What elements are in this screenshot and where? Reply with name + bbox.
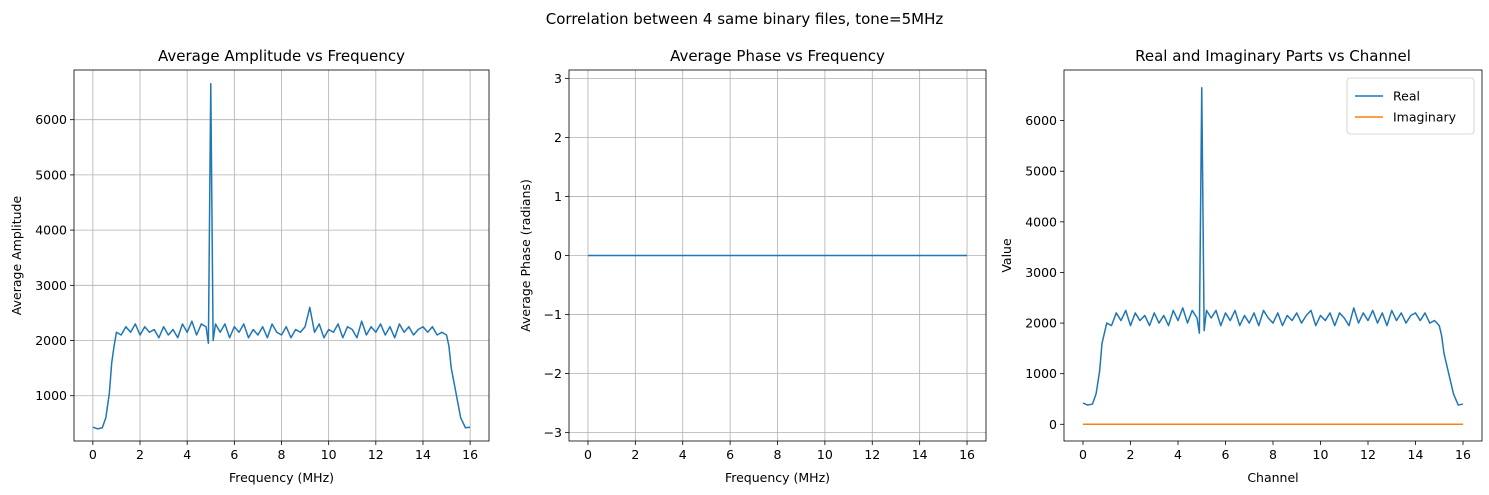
y-tick-label: 0: [1049, 417, 1057, 432]
y-tick-label: 2: [554, 130, 562, 145]
x-axis-label: Frequency (MHz): [229, 470, 334, 485]
y-tick-label: 1000: [35, 388, 67, 403]
x-tick-label: 14: [415, 447, 431, 462]
x-tick-label: 12: [864, 447, 880, 462]
y-tick-label: 6000: [1025, 113, 1057, 128]
x-tick-label: 4: [183, 447, 191, 462]
y-tick-label: 3: [554, 71, 562, 86]
y-tick-label: −2: [544, 366, 562, 381]
y-tick-label: 6000: [35, 112, 67, 127]
x-tick-label: 6: [1222, 447, 1230, 462]
x-tick-label: 10: [1313, 447, 1329, 462]
x-tick-label: 14: [1408, 447, 1424, 462]
x-tick-label: 16: [959, 447, 975, 462]
x-tick-label: 4: [679, 447, 687, 462]
legend-label: Real: [1393, 89, 1420, 104]
subplot-title: Average Amplitude vs Frequency: [158, 47, 405, 65]
x-tick-label: 10: [321, 447, 337, 462]
y-tick-label: 1: [554, 189, 562, 204]
x-tick-label: 10: [817, 447, 833, 462]
subplot-title: Real and Imaginary Parts vs Channel: [1135, 47, 1411, 65]
y-tick-label: 5000: [1025, 164, 1057, 179]
y-axis-label: Average Phase (radians): [518, 179, 533, 332]
x-tick-label: 8: [278, 447, 286, 462]
y-tick-label: 3000: [1025, 265, 1057, 280]
real-imaginary-subplot: Real and Imaginary Parts vs Channel Chan…: [999, 47, 1482, 485]
y-tick-label: 0: [554, 248, 562, 263]
y-axis-label: Value: [999, 238, 1014, 273]
amplitude-subplot: Average Amplitude vs Frequency Frequency…: [9, 47, 489, 485]
y-tick-label: 4000: [1025, 214, 1057, 229]
x-tick-label: 6: [726, 447, 734, 462]
y-tick-label: −1: [544, 307, 562, 322]
x-tick-label: 2: [631, 447, 639, 462]
real-series-line: [1083, 88, 1463, 405]
x-tick-label: 6: [230, 447, 238, 462]
y-tick-label: 2000: [1025, 316, 1057, 331]
y-tick-label: 2000: [35, 333, 67, 348]
x-tick-label: 14: [912, 447, 928, 462]
subplot-title: Average Phase vs Frequency: [670, 47, 885, 65]
x-tick-label: 8: [774, 447, 782, 462]
y-tick-label: −3: [544, 425, 562, 440]
phase-subplot: Average Phase vs Frequency Frequency (MH…: [518, 47, 986, 485]
y-tick-label: 3000: [35, 278, 67, 293]
legend-label: Imaginary: [1393, 110, 1457, 125]
x-tick-label: 0: [584, 447, 592, 462]
x-tick-label: 12: [1360, 447, 1376, 462]
x-tick-label: 2: [1127, 447, 1135, 462]
x-tick-label: 12: [368, 447, 384, 462]
y-axis-label: Average Amplitude: [9, 196, 24, 316]
x-axis-label: Channel: [1247, 470, 1298, 485]
figure-title: Correlation between 4 same binary files,…: [546, 10, 944, 28]
legend-box: [1347, 78, 1474, 134]
x-tick-label: 2: [136, 447, 144, 462]
y-tick-label: 5000: [35, 167, 67, 182]
x-tick-label: 0: [89, 447, 97, 462]
x-axis-label: Frequency (MHz): [725, 470, 830, 485]
x-tick-label: 8: [1269, 447, 1277, 462]
x-tick-label: 4: [1174, 447, 1182, 462]
x-tick-label: 0: [1079, 447, 1087, 462]
x-tick-label: 16: [462, 447, 478, 462]
y-tick-label: 4000: [35, 223, 67, 238]
x-tick-label: 16: [1455, 447, 1471, 462]
y-tick-label: 1000: [1025, 366, 1057, 381]
